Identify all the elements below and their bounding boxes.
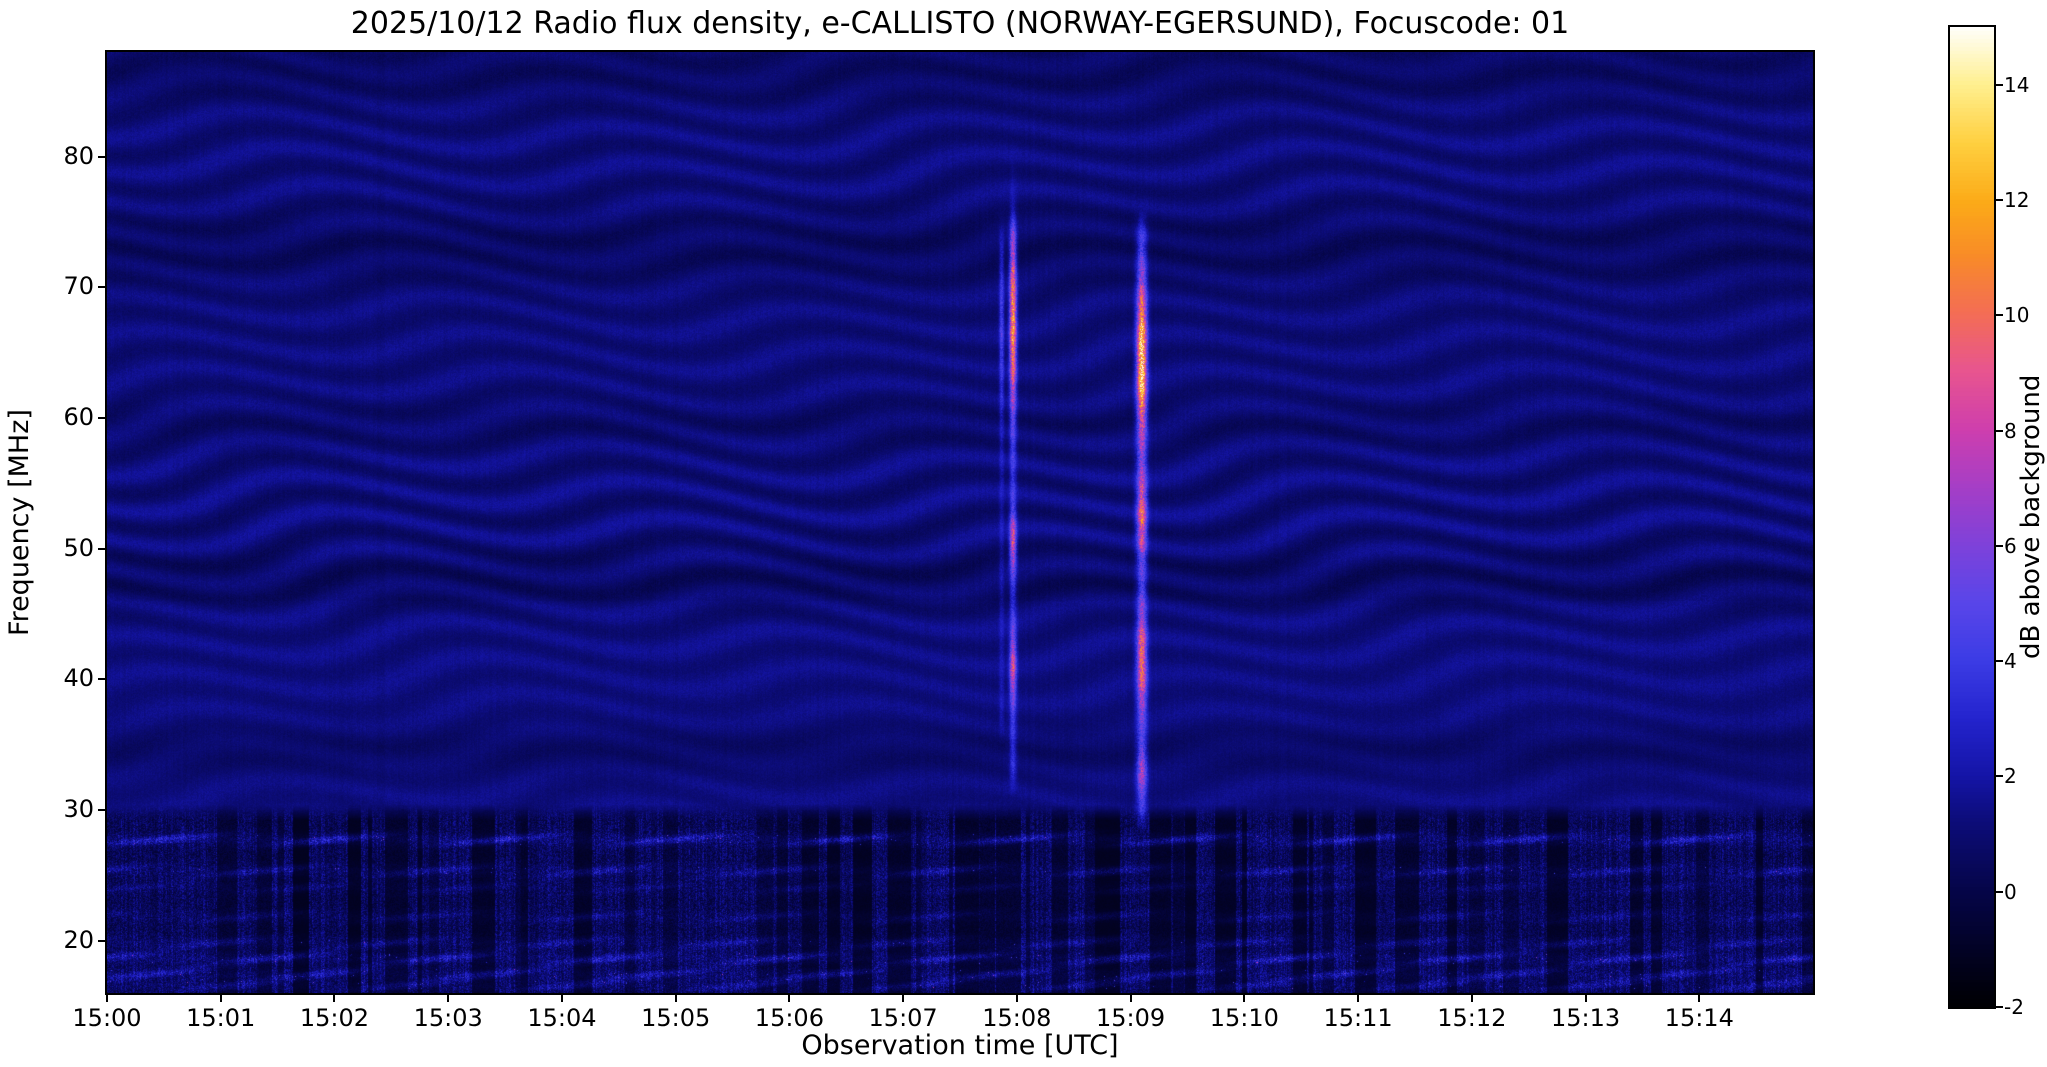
colorbar-tick-mark	[1994, 660, 2003, 663]
x-tick-mark	[560, 993, 563, 1002]
colorbar-tick-mark	[1994, 890, 2003, 893]
y-tick-label: 80	[63, 141, 94, 170]
colorbar-tick-mark	[1994, 1006, 2003, 1008]
x-tick-label: 15:13	[1550, 1004, 1621, 1032]
colorbar	[1948, 25, 1996, 1009]
x-tick-label: 15:11	[1323, 1004, 1393, 1032]
x-tick-mark	[1243, 993, 1246, 1002]
x-tick-label: 15:03	[413, 1004, 483, 1032]
y-tick-mark	[98, 939, 107, 942]
colorbar-tick-label: 2	[2004, 764, 2017, 789]
colorbar-tick-label: 8	[2004, 418, 2017, 443]
colorbar-tick-label: 14	[2004, 72, 2030, 97]
x-tick-label: 15:10	[1209, 1004, 1279, 1032]
x-axis-label: Observation time [UTC]	[801, 1030, 1119, 1061]
x-tick-label: 15:12	[1437, 1004, 1507, 1032]
colorbar-tick-label: 4	[2004, 649, 2017, 674]
y-tick-label: 40	[63, 664, 94, 693]
y-tick-mark	[98, 155, 107, 158]
colorbar-tick-label: 10	[2004, 303, 2030, 328]
colorbar-tick-label: -2	[2004, 995, 2024, 1019]
y-tick-label: 30	[63, 795, 94, 824]
colorbar-tick-mark	[1994, 775, 2003, 778]
x-tick-mark	[1015, 993, 1018, 1002]
x-tick-mark	[674, 993, 677, 1002]
x-tick-label: 15:08	[982, 1004, 1052, 1032]
x-tick-mark	[1698, 993, 1701, 1002]
x-tick-mark	[1357, 993, 1360, 1002]
colorbar-tick-label: 12	[2004, 187, 2030, 212]
x-tick-label: 15:06	[754, 1004, 824, 1032]
colorbar-tick-mark	[1994, 544, 2003, 547]
plot-area	[105, 50, 1815, 995]
chart-title: 2025/10/12 Radio flux density, e-CALLIST…	[350, 6, 1570, 41]
x-tick-label: 15:05	[641, 1004, 711, 1032]
y-tick-mark	[98, 286, 107, 289]
colorbar-canvas	[1950, 27, 1994, 1007]
x-tick-label: 15:07	[868, 1004, 938, 1032]
x-tick-mark	[106, 993, 108, 1002]
x-tick-label: 15:14	[1664, 1004, 1734, 1032]
colorbar-tick-mark	[1994, 429, 2003, 432]
colorbar-tick-label: 0	[2004, 879, 2017, 904]
x-tick-mark	[219, 993, 222, 1002]
y-tick-label: 20	[63, 925, 94, 954]
colorbar-tick-mark	[1994, 198, 2003, 201]
colorbar-tick-label: 6	[2004, 533, 2017, 558]
y-tick-mark	[98, 416, 107, 419]
y-tick-label: 70	[63, 272, 94, 301]
colorbar-tick-mark	[1994, 83, 2003, 86]
x-tick-label: 15:00	[72, 1004, 142, 1032]
x-tick-label: 15:02	[299, 1004, 370, 1032]
colorbar-label: dB above background	[2016, 374, 2046, 660]
x-tick-label: 15:09	[1096, 1004, 1166, 1032]
y-tick-label: 50	[63, 533, 94, 562]
spectrogram-canvas	[107, 52, 1813, 993]
x-tick-mark	[902, 993, 905, 1002]
x-tick-label: 15:01	[186, 1004, 256, 1032]
colorbar-tick-mark	[1994, 314, 2003, 317]
x-tick-mark	[1584, 993, 1587, 1002]
x-tick-mark	[447, 993, 450, 1002]
y-tick-label: 60	[63, 402, 94, 431]
y-tick-mark	[98, 678, 107, 681]
x-tick-label: 15:04	[527, 1004, 597, 1032]
x-tick-mark	[788, 993, 791, 1002]
y-tick-mark	[98, 809, 107, 812]
y-tick-mark	[98, 547, 107, 550]
x-tick-mark	[333, 993, 336, 1002]
x-tick-mark	[1470, 993, 1473, 1002]
x-tick-mark	[1129, 993, 1132, 1002]
y-axis-label: Frequency [MHz]	[4, 409, 35, 636]
